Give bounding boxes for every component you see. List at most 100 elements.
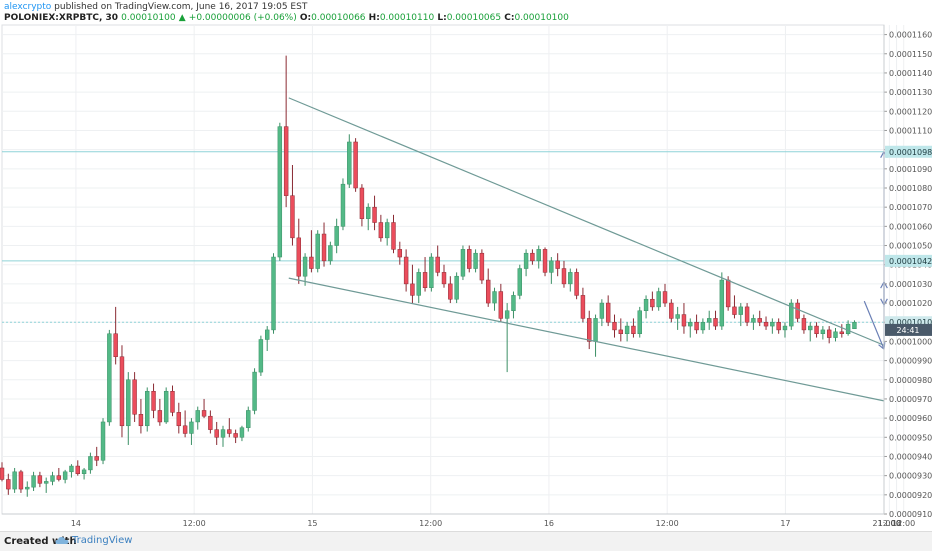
candle-body <box>580 295 586 319</box>
candle <box>246 406 251 432</box>
candle-body <box>309 256 314 269</box>
candle-body <box>18 471 24 490</box>
candle <box>296 218 301 284</box>
candle <box>88 452 93 474</box>
candle <box>820 326 826 340</box>
candle-body <box>782 325 788 331</box>
candle <box>81 467 87 480</box>
candle <box>372 195 377 231</box>
candle <box>441 264 447 288</box>
tradingview-brand[interactable]: TradingView <box>72 535 133 546</box>
candle-body <box>555 260 560 269</box>
price-badge-label: 0.00010989 <box>889 148 932 157</box>
candle-body <box>258 339 264 373</box>
candle <box>599 299 605 327</box>
candle <box>719 272 725 330</box>
candle-body <box>50 475 55 482</box>
candle-body <box>37 475 43 484</box>
x-tick-label: 12:00 <box>892 519 915 528</box>
candle-body <box>416 272 421 296</box>
candle <box>189 418 194 445</box>
candle <box>107 329 112 426</box>
candle <box>492 287 497 311</box>
candle <box>789 299 794 330</box>
candle <box>738 303 743 327</box>
candle-body <box>422 272 428 288</box>
candle-body <box>378 222 384 239</box>
candle-body <box>290 195 295 239</box>
candle-body <box>100 421 106 461</box>
x-tick-label: 17 <box>780 519 790 528</box>
horizontal-levels <box>2 151 884 323</box>
candle <box>182 410 188 438</box>
candle-body <box>372 206 377 223</box>
candle <box>126 372 131 445</box>
candle-body <box>725 279 731 308</box>
candle-body <box>6 479 11 490</box>
candle <box>258 335 264 376</box>
candle-body <box>271 256 276 331</box>
candle-body <box>688 321 693 327</box>
candle <box>656 287 661 311</box>
candle-body <box>568 272 573 285</box>
candle <box>561 260 567 288</box>
candle <box>460 245 466 281</box>
candle <box>523 249 529 277</box>
candle <box>75 460 80 476</box>
chart-grid <box>1 24 905 515</box>
candle <box>467 245 472 273</box>
candle-body <box>650 298 655 308</box>
high-value: 0.00010110 <box>379 13 435 23</box>
candle <box>744 303 750 327</box>
candle <box>511 291 516 319</box>
candle <box>732 295 737 319</box>
candle-body <box>669 302 674 319</box>
candle-body <box>713 318 718 327</box>
candle <box>195 406 200 430</box>
candle-body <box>776 321 781 331</box>
candle-body <box>808 325 813 331</box>
candle-body <box>94 456 99 461</box>
candle-body <box>845 323 851 334</box>
candle <box>612 314 617 338</box>
candle-body <box>637 310 642 334</box>
candle <box>808 322 813 342</box>
candle-body <box>681 314 687 327</box>
candle-body <box>208 415 213 430</box>
candle <box>410 264 415 304</box>
candle-body <box>719 279 725 327</box>
price-change: +0.00000006 (+0.06%) <box>188 13 297 23</box>
candle-body <box>706 318 712 323</box>
author-link[interactable]: alexcrypto <box>4 2 52 12</box>
candle-body <box>454 275 459 300</box>
candle <box>69 464 74 478</box>
candle <box>776 318 781 334</box>
candle <box>713 310 718 330</box>
candle <box>763 316 769 330</box>
candle <box>56 467 62 482</box>
candle-body <box>296 237 301 277</box>
candle-body <box>0 467 5 480</box>
candle-body <box>315 233 320 269</box>
candle <box>277 122 283 261</box>
candle <box>220 425 226 447</box>
candle-body <box>189 421 194 434</box>
candle <box>833 327 838 342</box>
candle-body <box>763 321 769 327</box>
candle-body <box>31 475 36 488</box>
candle <box>151 383 156 419</box>
candle <box>43 477 49 493</box>
candle-body <box>624 325 630 334</box>
candle <box>587 310 592 350</box>
